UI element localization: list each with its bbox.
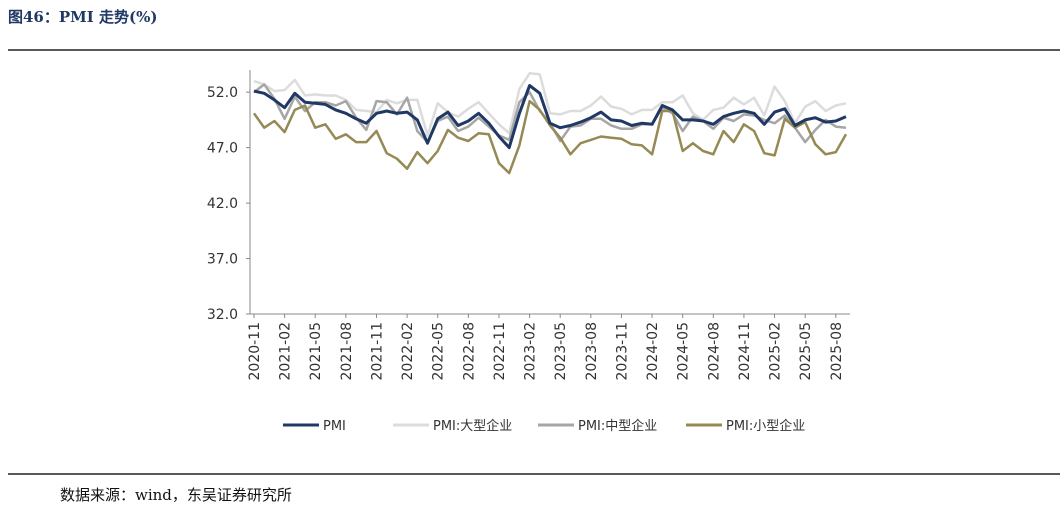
legend-label: PMI:大型企业 [433, 418, 512, 434]
x-tick-label: 2021-11 [369, 322, 385, 381]
y-tick-label: 52.0 [207, 85, 238, 101]
x-tick-label: 2024-08 [706, 322, 722, 381]
source-note: 数据来源：wind，东吴证券研究所 [60, 486, 292, 504]
legend-label: PMI:中型企业 [578, 418, 657, 434]
y-tick-label: 42.0 [207, 196, 238, 212]
legend-label: PMI [323, 419, 346, 434]
x-tick-label: 2024-02 [645, 322, 661, 381]
x-tick-label: 2023-02 [523, 322, 539, 381]
x-tick-label: 2022-02 [400, 322, 416, 381]
y-tick-label: 32.0 [207, 307, 238, 323]
x-tick-label: 2025-02 [768, 322, 784, 381]
x-tick-label: 2020-11 [247, 322, 263, 381]
x-tick-label: 2022-08 [461, 322, 477, 381]
series-line [252, 99, 848, 175]
series-line [253, 84, 847, 150]
y-tick-label: 37.0 [207, 252, 238, 268]
x-tick-label: 2023-05 [553, 322, 569, 381]
legend-label: PMI:小型企业 [726, 418, 805, 434]
x-tick-label: 2023-08 [584, 322, 600, 381]
x-tick-label: 2023-11 [614, 322, 630, 381]
x-tick-label: 2025-05 [798, 322, 814, 381]
x-tick-label: 2024-05 [676, 322, 692, 381]
x-tick-label: 2021-02 [278, 322, 294, 381]
y-tick-label: 47.0 [207, 141, 238, 157]
x-tick-label: 2022-05 [431, 322, 447, 381]
series-line [253, 72, 847, 137]
x-tick-label: 2021-08 [339, 322, 355, 381]
chart-title: 图46：PMI 走势(%) [8, 8, 157, 26]
x-tick-label: 2024-11 [737, 322, 753, 381]
x-tick-label: 2025-08 [829, 322, 845, 381]
x-tick-label: 2022-11 [492, 322, 508, 381]
x-tick-label: 2021-05 [308, 322, 324, 381]
